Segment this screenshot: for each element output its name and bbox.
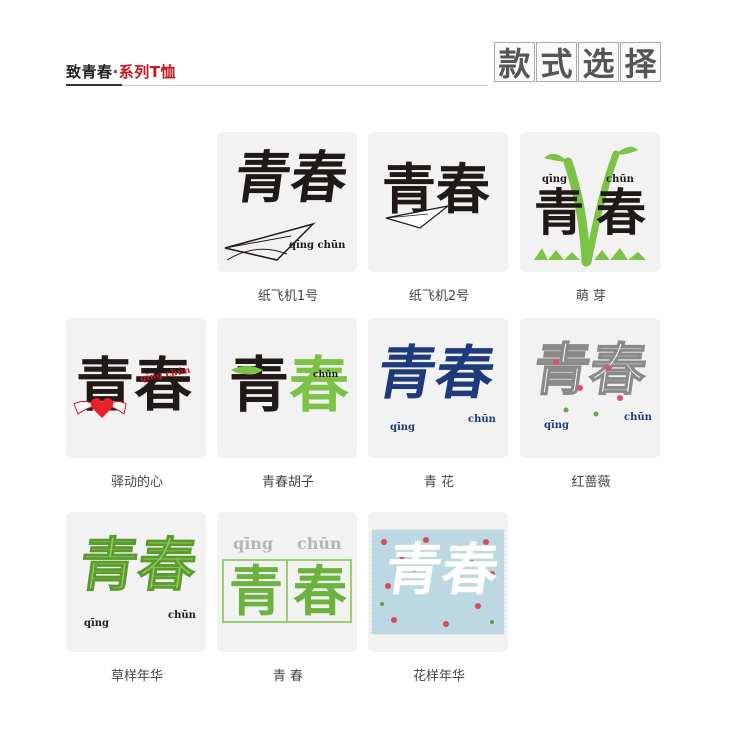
style-select-char: 款: [494, 42, 535, 83]
product-thumbnail[interactable]: 青春 qīng chūn: [66, 318, 206, 458]
product-thumbnail[interactable]: 青春 qīng chūn: [217, 132, 357, 272]
product-card-blue-flower[interactable]: 青春 qīng chūn 青 花: [368, 318, 510, 490]
product-thumbnail[interactable]: 青 春 chūn: [217, 318, 357, 458]
style-select-char: 择: [620, 42, 661, 83]
pinyin-left: qīng: [542, 174, 568, 185]
product-name[interactable]: 萌 芽: [575, 289, 607, 304]
title-underline: [66, 84, 122, 86]
pinyin-left: qīng: [390, 422, 416, 433]
art-text-qing: 青: [229, 351, 289, 421]
art-text: 青春: [534, 183, 658, 242]
product-name[interactable]: 纸飞机2号: [408, 289, 470, 304]
product-thumbnail[interactable]: 青春 qīng chūn: [66, 512, 206, 652]
product-card-sprout[interactable]: qīng chūn 青春 萌 芽: [520, 132, 662, 304]
product-card-rose[interactable]: 青春 qīng chūn 红蔷薇: [520, 318, 662, 490]
title-dot: ·: [112, 63, 119, 81]
product-thumbnail[interactable]: 青春 qīng chūn: [520, 318, 660, 458]
product-card-mustache[interactable]: 青 春 chūn 青春胡子: [217, 318, 359, 490]
product-thumbnail[interactable]: qīng chūn 青春: [217, 512, 357, 652]
pinyin-right: chūn: [624, 412, 652, 423]
art-text: 青春: [381, 537, 503, 603]
pinyin-label: qīng chūn: [289, 240, 346, 251]
product-thumbnail[interactable]: qīng chūn 青春: [520, 132, 660, 272]
paper-plane-icon: [385, 205, 449, 229]
product-card-floral[interactable]: 青春 花样年华: [368, 512, 510, 684]
title-main: 致青春: [66, 63, 113, 81]
header-divider: [122, 85, 488, 86]
grid-box-icon: [222, 559, 352, 623]
winged-heart-icon: [73, 398, 127, 418]
product-name[interactable]: 青 花: [423, 475, 455, 490]
pinyin-left: qīng: [233, 534, 274, 553]
page-title: 致青春·系列T恤: [66, 61, 176, 82]
style-select-char: 式: [536, 42, 577, 83]
product-thumbnail[interactable]: 青春: [368, 132, 508, 272]
pinyin-right: chūn: [168, 610, 196, 621]
product-name[interactable]: 花样年华: [412, 669, 465, 684]
product-thumbnail[interactable]: 青春: [368, 512, 508, 652]
art-text: 青春: [229, 559, 357, 623]
mustache-icon: [231, 366, 263, 375]
art-text-chun: 春: [289, 351, 349, 421]
sprout-icon: [534, 146, 646, 267]
pinyin-right: chūn: [297, 534, 342, 553]
product-card-paper-plane-2[interactable]: 青春 纸飞机2号: [368, 132, 510, 304]
art-text: 青春: [372, 339, 501, 407]
pinyin-left: qīng: [544, 420, 570, 431]
product-thumbnail[interactable]: 青春 qīng chūn: [368, 318, 508, 458]
style-select-heading: 款 式 选 择: [494, 42, 664, 86]
product-name[interactable]: 驿动的心: [110, 475, 163, 490]
floral-pattern-icon: [371, 529, 505, 635]
product-card-beating-heart[interactable]: 青春 qīng chūn 驿动的心: [66, 318, 208, 490]
product-card-grass[interactable]: 青春 qīng chūn 草样年华: [66, 512, 208, 684]
product-card-green-grid[interactable]: qīng chūn 青春 青 春: [217, 512, 359, 684]
paper-plane-icon: [224, 222, 316, 261]
art-text: 青春: [382, 157, 490, 221]
title-accent: 系列T恤: [118, 63, 176, 81]
pinyin-left: qīng: [84, 618, 110, 629]
product-name[interactable]: 纸飞机1号: [257, 289, 319, 304]
style-select-char: 选: [578, 42, 619, 83]
page-header: 致青春·系列T恤: [66, 58, 488, 88]
rose-pattern-icon: [553, 359, 623, 417]
pinyin-right: chūn: [468, 414, 496, 425]
product-name[interactable]: 草样年华: [110, 669, 163, 684]
pinyin-right: chūn: [606, 174, 634, 185]
art-text: 青春: [75, 531, 202, 600]
product-name[interactable]: 青 春: [272, 669, 304, 684]
product-name[interactable]: 青春胡子: [261, 475, 314, 490]
product-name[interactable]: 红蔷薇: [571, 475, 611, 490]
pinyin-label: chūn: [313, 370, 339, 380]
product-card-paper-plane-1[interactable]: 青春 qīng chūn 纸飞机1号: [217, 132, 359, 304]
